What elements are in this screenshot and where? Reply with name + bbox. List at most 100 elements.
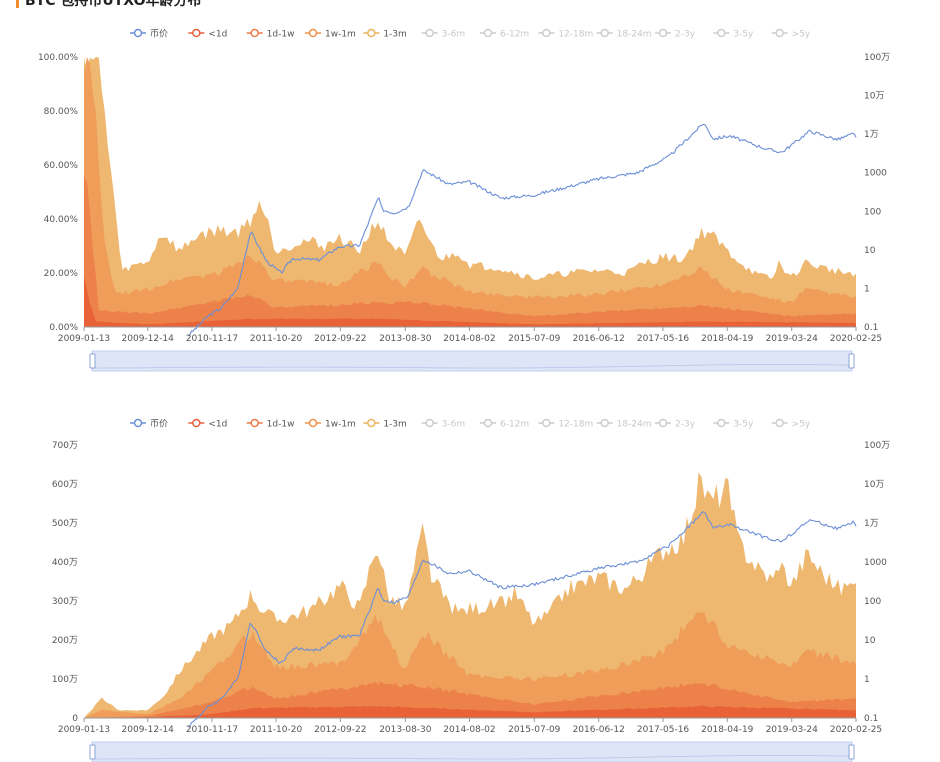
y-right-tick-label: 1万: [864, 519, 879, 529]
legend-item-18-24m[interactable]: 18-24m: [617, 420, 652, 430]
x-tick-label: 2017-05-16: [637, 725, 690, 735]
legend-marker-dot: [367, 28, 376, 38]
legend-item-2-3y[interactable]: 2-3y: [675, 30, 696, 40]
legend-marker-dot: [600, 28, 609, 38]
legend-item-gt5y[interactable]: >5y: [792, 420, 811, 430]
x-tick-label: 2009-12-14: [122, 334, 175, 344]
legend-marker-dot: [308, 418, 318, 428]
legend-item-12-18m[interactable]: 12-18m: [558, 420, 593, 430]
area-series-1w-1m[interactable]: [84, 57, 856, 327]
x-tick-label: 2012-09-22: [314, 334, 366, 344]
legend-item-1-3m[interactable]: 1-3m: [383, 420, 406, 430]
legend-marker-dot: [425, 28, 434, 38]
y-right-tick-label: 10: [864, 636, 876, 646]
percent-distribution-chart[interactable]: 币价 <1d 1d-1w 1w-1m 1-3m 3-6m 6-12m 12-18m 18-24m…: [0, 18, 940, 388]
page-title: BTC 包持币UTXO年龄分布: [25, 0, 202, 9]
legend-item-3-5y[interactable]: 3-5y: [733, 30, 754, 40]
zoom-slider-preview: [92, 755, 853, 760]
legend-item-lt1d[interactable]: <1d: [208, 30, 227, 40]
absolute-distribution-chart[interactable]: 币价 <1d 1d-1w 1w-1m 1-3m 3-6m 6-12m 12-18m 18-24m…: [0, 408, 940, 762]
legend-marker-dot: [658, 418, 668, 428]
legend-marker-dot: [775, 28, 784, 38]
area-series-1-3m[interactable]: [84, 57, 856, 327]
y-left-tick-label: 300万: [52, 597, 78, 607]
y-right-tick-label: 1: [864, 284, 870, 294]
y-left-tick-label: 100万: [52, 675, 78, 685]
area-series-1d-1w[interactable]: [84, 174, 856, 328]
y-right-tick-label: 100万: [864, 441, 890, 451]
x-tick-label: 2013-08-30: [379, 725, 432, 735]
legend-marker-dot: [192, 418, 201, 428]
legend-marker-dot: [192, 28, 201, 38]
legend-marker-dot: [250, 418, 259, 428]
heading-accent-bar: [16, 0, 19, 8]
zoom-handle-left[interactable]: [89, 353, 96, 369]
legend-item-gt5y[interactable]: >5y: [792, 30, 811, 40]
zoom-handle-right[interactable]: [848, 744, 855, 760]
x-tick-label: 2014-08-02: [443, 725, 495, 735]
legend-item-12-18m[interactable]: 12-18m: [558, 30, 593, 40]
x-tick-label: 2018-04-19: [701, 725, 754, 735]
legend-item-6-12m[interactable]: 6-12m: [500, 30, 529, 40]
legend-marker-dot: [775, 418, 784, 428]
y-left-tick-label: 200万: [52, 636, 78, 646]
x-tick-label: 2014-08-02: [443, 334, 495, 344]
legend-item-3-6m[interactable]: 3-6m: [442, 420, 465, 430]
x-tick-label: 2019-03-24: [766, 334, 819, 344]
x-tick-label: 2013-08-30: [379, 334, 432, 344]
x-tick-label: 2010-11-17: [186, 334, 238, 344]
x-tick-label: 2009-01-13: [58, 725, 110, 735]
legend-marker-dot: [717, 28, 726, 38]
y-left-tick-label: 600万: [52, 480, 78, 490]
price-line[interactable]: [188, 511, 857, 728]
x-tick-label: 2017-05-16: [637, 334, 690, 344]
legend-marker-dot: [600, 418, 609, 428]
x-tick-label: 2020-02-25: [830, 725, 882, 735]
x-tick-label: 2015-07-09: [508, 334, 561, 344]
legend-marker-dot: [250, 28, 259, 38]
legend-item-6-12m[interactable]: 6-12m: [500, 420, 529, 430]
zoom-slider-preview: [92, 364, 853, 369]
y-right-tick-label: 100: [864, 207, 881, 217]
legend-item-1d-1w[interactable]: 1d-1w: [267, 30, 295, 40]
y-left-tick-label: 40.00%: [44, 215, 79, 225]
y-right-tick-label: 10万: [864, 480, 884, 490]
legend-marker-dot: [658, 28, 668, 38]
legend-item-1-3m[interactable]: 1-3m: [383, 30, 406, 40]
price-line[interactable]: [187, 123, 857, 337]
x-tick-label: 2012-09-22: [314, 725, 366, 735]
x-tick-label: 2019-03-24: [766, 725, 819, 735]
legend-marker-dot: [483, 418, 493, 428]
legend-item-3-5y[interactable]: 3-5y: [733, 420, 754, 430]
y-right-tick-label: 10: [864, 246, 876, 256]
legend-item-3-6m[interactable]: 3-6m: [442, 30, 465, 40]
zoom-handle-right[interactable]: [848, 353, 855, 369]
y-left-tick-label: 0.00%: [49, 323, 78, 333]
y-left-tick-label: 500万: [52, 519, 78, 529]
legend-marker-dot: [133, 28, 143, 38]
y-left-tick-label: 400万: [52, 558, 78, 568]
y-right-tick-label: 10万: [864, 92, 884, 102]
legend-item-[interactable]: 币价: [150, 29, 168, 40]
legend-item-lt1d[interactable]: <1d: [208, 420, 227, 430]
legend-item-2-3y[interactable]: 2-3y: [675, 420, 696, 430]
x-tick-label: 2018-04-19: [701, 334, 754, 344]
legend-item-1w-1m[interactable]: 1w-1m: [325, 30, 356, 40]
legend-item-1w-1m[interactable]: 1w-1m: [325, 420, 356, 430]
y-left-tick-label: 80.00%: [44, 107, 79, 117]
legend-item-1d-1w[interactable]: 1d-1w: [267, 420, 295, 430]
y-left-tick-label: 60.00%: [44, 161, 79, 171]
legend-marker-dot: [542, 418, 551, 428]
y-left-tick-label: 0: [72, 714, 78, 724]
x-tick-label: 2011-10-20: [250, 334, 303, 344]
legend-marker-dot: [133, 418, 143, 428]
legend-marker-dot: [367, 418, 376, 428]
zoom-handle-left[interactable]: [89, 744, 96, 760]
y-left-tick-label: 20.00%: [44, 269, 79, 279]
legend-item-[interactable]: 币价: [150, 419, 168, 430]
y-right-tick-label: 1000: [864, 169, 887, 179]
x-tick-label: 2015-07-09: [508, 725, 561, 735]
legend-item-18-24m[interactable]: 18-24m: [617, 30, 652, 40]
area-series-lt1d[interactable]: [84, 705, 856, 719]
legend-marker-dot: [483, 28, 493, 38]
